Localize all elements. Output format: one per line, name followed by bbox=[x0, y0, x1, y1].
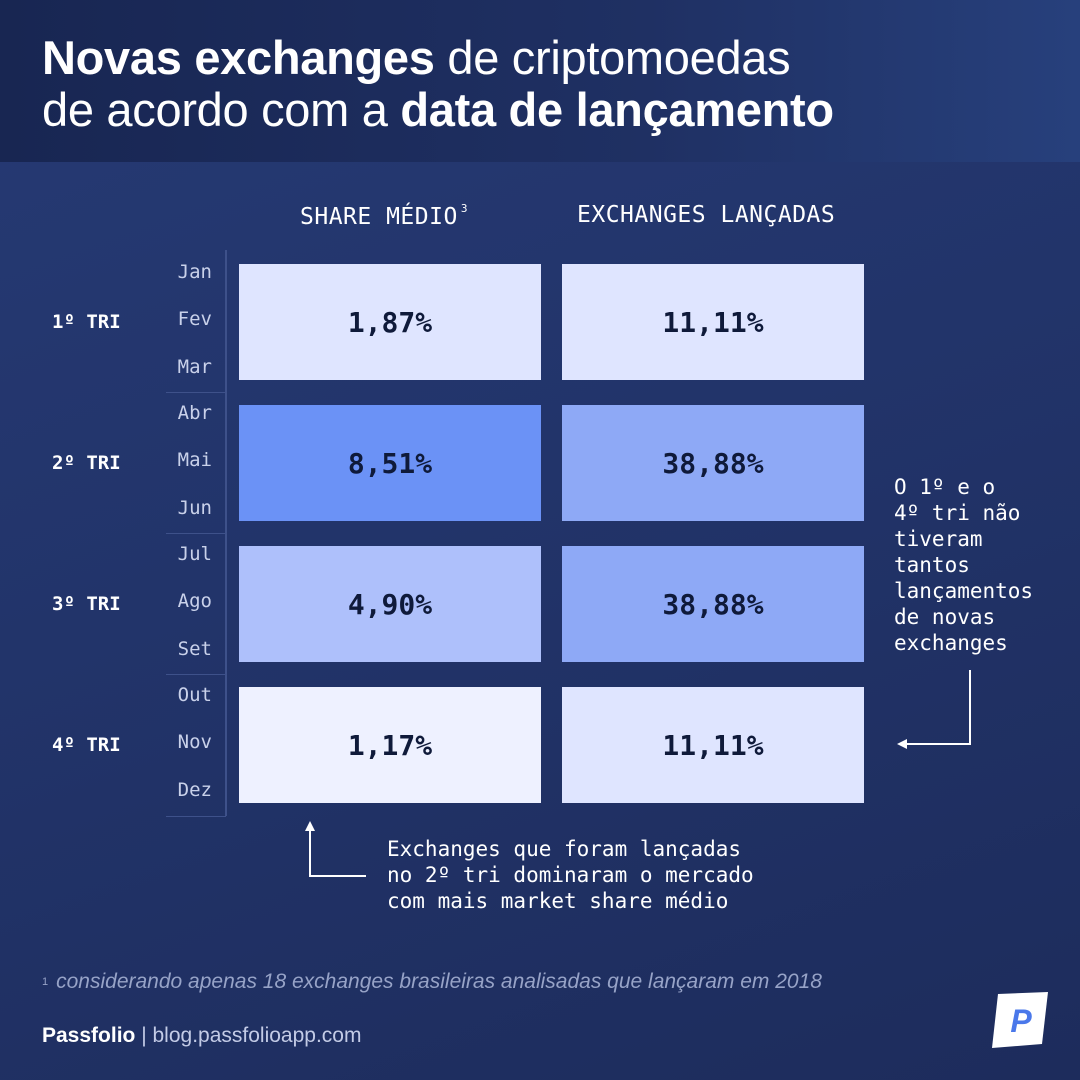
brand-separator: | bbox=[135, 1024, 153, 1047]
page-title: Novas exchanges de criptomoedas de acord… bbox=[42, 32, 834, 136]
axis-separator bbox=[166, 674, 226, 675]
bottom-note-arrow-line bbox=[309, 828, 366, 877]
launched-cell: 11,11% bbox=[562, 264, 864, 380]
launched-cell: 38,88% bbox=[562, 546, 864, 662]
right-note: O 1º e o 4º tri não tiveram tantos lança… bbox=[894, 475, 1034, 655]
logo-badge bbox=[992, 992, 1048, 1048]
share-cell: 4,90% bbox=[239, 546, 541, 662]
month-label: Out bbox=[177, 684, 212, 706]
axis-separator bbox=[166, 533, 226, 534]
share-cell: 1,17% bbox=[239, 687, 541, 803]
column-header-footnote-mark: 3 bbox=[460, 202, 468, 215]
footnote-mark: 1 bbox=[42, 976, 49, 988]
brand-url: blog.passfolioapp.com bbox=[152, 1024, 362, 1047]
quarter-label: 3º TRI bbox=[52, 593, 121, 615]
column-header-share: SHARE MÉDIO 3 bbox=[300, 202, 468, 230]
launched-cell: 11,11% bbox=[562, 687, 864, 803]
quarter-label: 1º TRI bbox=[52, 311, 121, 333]
month-label: Nov bbox=[177, 731, 212, 754]
share-cell: 8,51% bbox=[239, 405, 541, 521]
month-label: Ago bbox=[177, 590, 212, 613]
month-label: Jun bbox=[177, 496, 212, 519]
month-label: Abr bbox=[177, 402, 212, 424]
month-label: Mai bbox=[177, 449, 212, 472]
month-label: Set bbox=[177, 637, 212, 660]
logo-letter: P bbox=[1010, 1003, 1032, 1039]
bottom-note: Exchanges que foram lançadas no 2º tri d… bbox=[387, 837, 754, 913]
quarter-label: 4º TRI bbox=[52, 734, 121, 756]
right-note-arrow-line bbox=[902, 670, 971, 745]
passfolio-logo-icon: P bbox=[992, 992, 1048, 1048]
share-cell: 1,87% bbox=[239, 264, 541, 380]
axis-separator bbox=[166, 816, 226, 817]
axis-separator bbox=[166, 392, 226, 393]
launched-cell: 38,88% bbox=[562, 405, 864, 521]
brand-line: Passfolio | blog.passfolioapp.com bbox=[42, 1024, 361, 1048]
title-band bbox=[0, 0, 1080, 162]
footnote-text: considerando apenas 18 exchanges brasile… bbox=[56, 970, 822, 993]
title-bold-2: data de lançamento bbox=[400, 83, 834, 136]
title-text-1: de criptomoedas bbox=[434, 31, 791, 84]
column-header-launched: EXCHANGES LANÇADAS bbox=[577, 202, 836, 228]
bottom-note-arrowhead bbox=[305, 821, 315, 831]
month-label: Jan bbox=[177, 261, 212, 283]
axis-line bbox=[225, 250, 227, 816]
month-label: Fev bbox=[177, 308, 212, 331]
title-bold-1: Novas exchanges bbox=[42, 31, 435, 84]
month-label: Jul bbox=[177, 543, 212, 565]
right-note-arrowhead bbox=[897, 739, 907, 749]
title-text-2: de acordo com a bbox=[42, 83, 401, 136]
month-label: Mar bbox=[177, 355, 212, 378]
column-header-share-label: SHARE MÉDIO bbox=[300, 204, 458, 230]
brand-name: Passfolio bbox=[42, 1024, 136, 1047]
month-label: Dez bbox=[177, 778, 212, 801]
quarter-label: 2º TRI bbox=[52, 452, 121, 474]
footnote: 1 considerando apenas 18 exchanges brasil… bbox=[42, 970, 822, 994]
